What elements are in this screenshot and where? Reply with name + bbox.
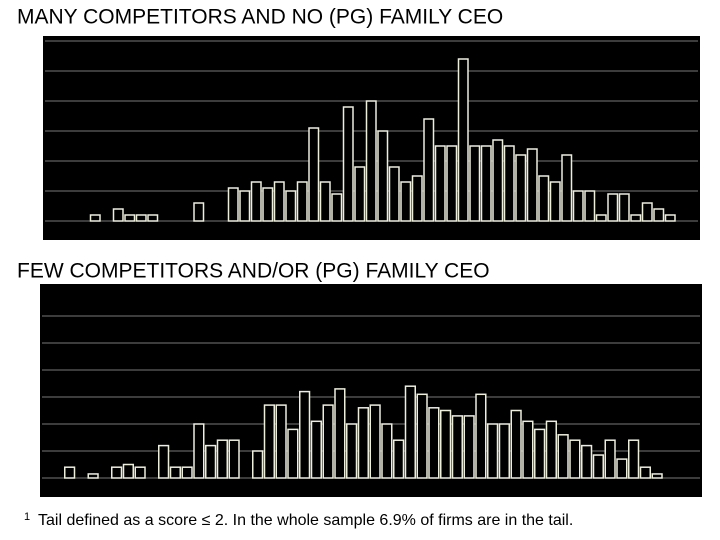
bar bbox=[534, 428, 546, 479]
bar bbox=[616, 458, 628, 479]
footnote-marker: 1 bbox=[24, 511, 30, 523]
bar bbox=[365, 100, 377, 222]
bar bbox=[595, 214, 607, 222]
bar bbox=[393, 439, 405, 479]
bar bbox=[651, 473, 663, 479]
bar bbox=[87, 473, 99, 479]
bar bbox=[510, 409, 522, 479]
bar bbox=[250, 181, 262, 222]
bar bbox=[319, 181, 331, 222]
bar bbox=[388, 166, 400, 222]
bar bbox=[628, 439, 640, 479]
bar bbox=[522, 420, 534, 479]
bar bbox=[469, 145, 481, 222]
bar bbox=[228, 439, 240, 479]
bar bbox=[296, 181, 308, 222]
bar bbox=[630, 214, 642, 222]
footnote: Tail defined as a score ≤ 2. In the whol… bbox=[38, 512, 573, 529]
bar bbox=[369, 404, 381, 479]
bar bbox=[111, 466, 123, 479]
bar bbox=[451, 415, 463, 479]
bar bbox=[346, 423, 358, 479]
bar bbox=[526, 148, 538, 222]
bar bbox=[216, 439, 228, 479]
bar bbox=[545, 420, 557, 479]
bar bbox=[285, 190, 297, 222]
bar bbox=[381, 423, 393, 479]
bar bbox=[193, 202, 205, 222]
bar bbox=[411, 175, 423, 222]
bar bbox=[581, 444, 593, 479]
bar bbox=[64, 466, 76, 479]
bar bbox=[331, 193, 343, 222]
bar bbox=[618, 193, 630, 222]
bar bbox=[122, 463, 134, 479]
bar bbox=[561, 154, 573, 222]
bar bbox=[400, 181, 412, 222]
bar bbox=[569, 439, 581, 479]
bar bbox=[641, 202, 653, 222]
bar bbox=[404, 385, 416, 479]
bar bbox=[653, 208, 665, 222]
bar bbox=[475, 393, 487, 479]
bar bbox=[287, 428, 299, 479]
bar bbox=[487, 423, 499, 479]
bar bbox=[354, 166, 366, 222]
bar bbox=[273, 181, 285, 222]
bar bbox=[334, 388, 346, 479]
bar bbox=[112, 208, 124, 222]
bar bbox=[538, 175, 550, 222]
bar bbox=[308, 127, 320, 222]
bar bbox=[158, 444, 170, 479]
bar bbox=[498, 423, 510, 479]
bar bbox=[299, 390, 311, 479]
bar bbox=[275, 404, 287, 479]
bar bbox=[463, 415, 475, 479]
bar bbox=[592, 454, 604, 479]
bar bbox=[557, 434, 569, 479]
bar bbox=[322, 404, 334, 479]
bar bbox=[440, 409, 452, 479]
bar bbox=[607, 193, 619, 222]
bar bbox=[446, 145, 458, 222]
bar bbox=[480, 145, 492, 222]
bar bbox=[549, 181, 561, 222]
bar bbox=[377, 130, 389, 222]
bar bbox=[263, 404, 275, 479]
bar bbox=[664, 214, 676, 222]
bar bbox=[169, 466, 181, 479]
bar bbox=[604, 439, 616, 479]
bar bbox=[134, 466, 146, 479]
bar bbox=[503, 145, 515, 222]
bar bbox=[423, 118, 435, 222]
bar bbox=[434, 145, 446, 222]
bar bbox=[181, 466, 193, 479]
bar bbox=[239, 190, 251, 222]
bar bbox=[310, 420, 322, 479]
chart-title: FEW COMPETITORS AND/OR (PG) FAMILY CEO bbox=[17, 260, 490, 283]
bar bbox=[357, 407, 369, 479]
bar bbox=[262, 187, 274, 222]
bar bbox=[572, 190, 584, 222]
bar bbox=[205, 444, 217, 479]
bar bbox=[584, 190, 596, 222]
chart-title: MANY COMPETITORS AND NO (PG) FAMILY CEO bbox=[17, 6, 503, 29]
bar bbox=[227, 187, 239, 222]
bar bbox=[124, 214, 136, 222]
bar bbox=[492, 139, 504, 222]
bar bbox=[639, 466, 651, 479]
bar bbox=[89, 214, 101, 222]
bar bbox=[252, 450, 264, 479]
bar bbox=[416, 393, 428, 479]
bar bbox=[342, 106, 354, 222]
bar bbox=[457, 58, 469, 222]
bar bbox=[515, 154, 527, 222]
bar bbox=[193, 423, 205, 479]
bar bbox=[135, 214, 147, 222]
bar bbox=[147, 214, 159, 222]
bar bbox=[428, 407, 440, 479]
